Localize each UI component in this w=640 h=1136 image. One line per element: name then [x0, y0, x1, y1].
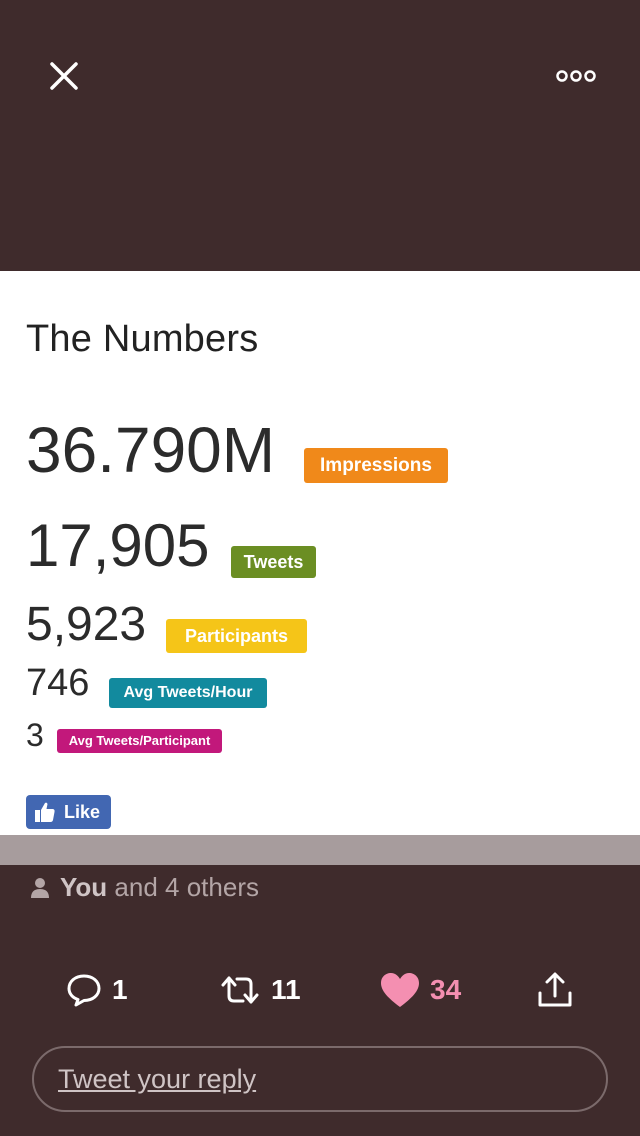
liked-by-you: You [60, 872, 108, 902]
like-button-label: Like [64, 801, 101, 822]
stat-tweets-value: 17,905 [26, 512, 210, 579]
stat-impressions-badge: Impressions [304, 448, 448, 483]
stat-avg-tweets-participant-value: 3 [26, 717, 44, 753]
stat-avg-tweets-participant-badge: Avg Tweets/Participant [57, 729, 222, 753]
reply-placeholder: Tweet your reply [58, 1063, 257, 1094]
close-icon [50, 62, 78, 90]
reply-icon [67, 974, 101, 1007]
stat-impressions-value: 36.790M [26, 414, 276, 486]
reply-input[interactable]: Tweet your reply [32, 1046, 608, 1112]
card-title: The Numbers [26, 318, 259, 360]
person-icon [31, 877, 49, 898]
stat-participants-badge: Participants [166, 619, 307, 653]
card-bottom-strip [0, 835, 640, 865]
retweet-count: 11 [271, 974, 301, 1005]
facebook-like-button[interactable]: Like [26, 795, 111, 829]
retweet-icon [221, 976, 259, 1004]
thumbs-up-icon [35, 802, 55, 822]
stat-avg-tweets-hour-badge: Avg Tweets/Hour [109, 678, 267, 708]
heart-icon [381, 973, 419, 1007]
close-button[interactable] [44, 56, 84, 96]
stat-tweets-badge: Tweets [231, 546, 316, 578]
share-icon [538, 972, 572, 1007]
stat-avg-tweets-hour-value: 746 [26, 662, 90, 704]
like-count: 34 [430, 974, 462, 1005]
more-icon [556, 70, 596, 82]
liked-by-summary[interactable]: You and 4 others [30, 872, 259, 903]
stat-participants-value: 5,923 [26, 598, 147, 651]
reply-count: 1 [112, 974, 128, 1005]
retweet-button[interactable]: 11 [219, 968, 301, 1012]
like-tweet-button[interactable]: 34 [380, 968, 461, 1012]
more-options-button[interactable] [552, 62, 600, 90]
reply-button[interactable]: 1 [66, 968, 128, 1012]
liked-by-others: and 4 others [114, 872, 259, 902]
share-button[interactable] [536, 968, 574, 1012]
